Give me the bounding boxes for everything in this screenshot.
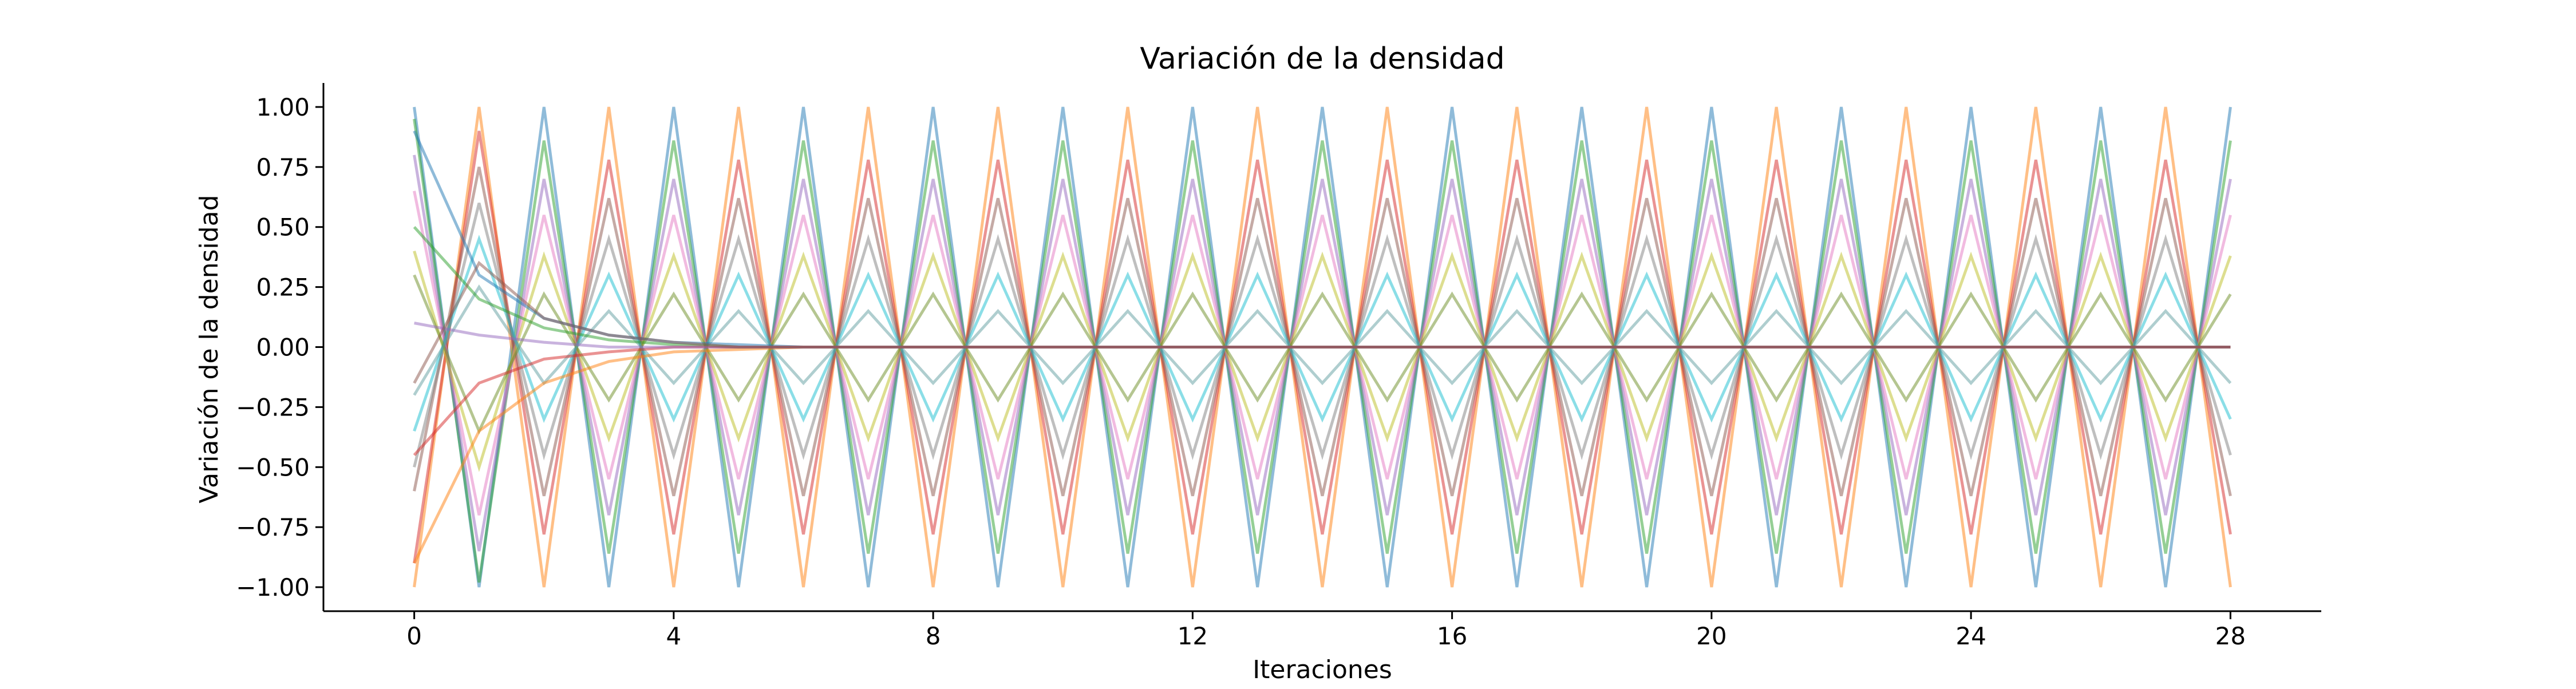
x-axis: 0 4 8 12 16 20 24 28	[323, 610, 2321, 650]
series-line-10	[413, 235, 2232, 432]
series-line-6	[413, 167, 2232, 497]
y-tick-label: 0.75	[256, 153, 310, 181]
series-line-9	[413, 250, 2232, 472]
x-tick-label: 8	[926, 622, 941, 650]
y-tick-label: −0.75	[236, 513, 310, 541]
series-line-7	[413, 191, 2232, 516]
x-tick-label: 24	[1955, 622, 1986, 650]
chart-title: Variación de la densidad	[1140, 42, 1504, 76]
x-tick-label: 16	[1437, 622, 1467, 650]
y-tick-label: 0.25	[256, 274, 310, 302]
series-line-12	[413, 284, 2232, 396]
series-lines	[413, 106, 2232, 588]
series-line-4	[413, 130, 2232, 564]
x-tick-label: 0	[406, 622, 422, 650]
x-tick-label: 4	[666, 622, 682, 650]
series-line-5	[413, 155, 2232, 552]
y-tick-label: −0.25	[236, 393, 310, 421]
y-axis-label: Variación de la densidad	[195, 195, 224, 503]
y-tick-label: 0.00	[256, 334, 310, 362]
series-line-8	[413, 203, 2232, 468]
series-line-3	[413, 118, 2232, 583]
x-axis-label: Iteraciones	[1253, 655, 1392, 684]
series-line-18	[413, 260, 2231, 384]
y-tick-label: −0.50	[236, 453, 310, 481]
series-line-11	[413, 274, 2232, 435]
y-tick-label: 1.00	[256, 93, 310, 121]
x-tick-label: 20	[1696, 622, 1726, 650]
series-line-2	[413, 106, 2232, 588]
series-line-1	[413, 106, 2232, 588]
y-axis: 1.00 0.75 0.50 0.25 0.00 −0.25 −0.50 −0.75 −1.00	[236, 83, 325, 611]
x-tick-label: 28	[2215, 622, 2246, 650]
y-tick-label: −1.00	[236, 573, 310, 601]
x-tick-label: 12	[1178, 622, 1208, 650]
y-tick-label: 0.50	[256, 213, 310, 241]
